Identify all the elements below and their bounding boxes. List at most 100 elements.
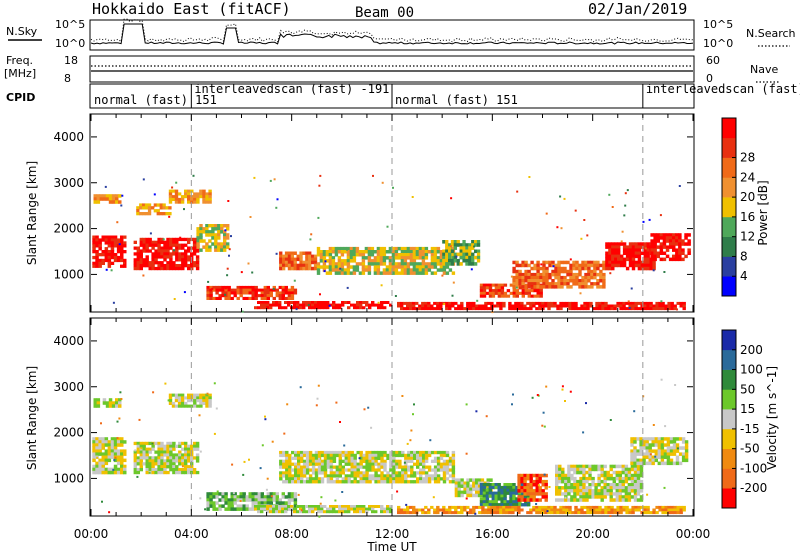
heatmap-cell — [542, 275, 546, 280]
heatmap-cell — [115, 404, 119, 408]
heatmap-cell — [595, 307, 599, 311]
heatmap-cell — [448, 480, 453, 484]
heatmap-cell — [665, 233, 670, 237]
heatmap-cell — [163, 444, 167, 448]
heatmap-cell — [603, 492, 607, 496]
heatmap-cell — [538, 304, 542, 308]
heatmap-cell — [105, 197, 110, 201]
heatmap-cell — [614, 248, 618, 252]
heatmap-cell — [445, 252, 449, 257]
heatmap-cell — [291, 462, 295, 466]
heatmap-cell — [386, 480, 390, 484]
heatmap-cell — [627, 495, 632, 499]
y-tick-label: 2000 — [53, 426, 84, 440]
heatmap-cell — [496, 304, 500, 308]
heatmap-cell — [279, 251, 283, 255]
heatmap-cell — [340, 265, 345, 269]
heatmap-cell — [403, 268, 408, 272]
heatmap-cell — [192, 240, 197, 244]
heatmap-cell — [123, 235, 127, 239]
heatmap-cell — [663, 486, 666, 489]
heatmap-cell — [631, 301, 635, 305]
heatmap-cell — [511, 307, 515, 311]
heatmap-cell — [254, 501, 258, 505]
heatmap-cell — [590, 275, 594, 280]
heatmap-cell — [184, 237, 188, 242]
heatmap-cell — [294, 474, 298, 478]
heatmap-cell — [548, 282, 552, 286]
heatmap-cell — [684, 446, 689, 450]
heatmap-cell — [620, 257, 624, 262]
heatmap-cell — [505, 505, 509, 509]
heatmap-cell — [491, 485, 495, 490]
heatmap-cell — [410, 459, 414, 463]
heatmap-cell — [285, 480, 289, 484]
heatmap-cell — [300, 459, 304, 463]
heatmap-cell — [475, 307, 479, 311]
heatmap-cell — [192, 252, 197, 256]
heatmap-cell — [479, 485, 484, 490]
heatmap-cell — [337, 262, 342, 266]
heatmap-cell — [527, 494, 531, 498]
heatmap-cell — [593, 275, 597, 280]
heatmap-cell — [233, 495, 237, 499]
heatmap-cell — [300, 465, 304, 469]
heatmap-cell — [151, 442, 154, 445]
heatmap-cell — [433, 480, 438, 484]
heatmap-cell — [101, 452, 105, 456]
heatmap-cell — [642, 437, 646, 441]
heatmap-cell — [349, 246, 354, 251]
heatmap-cell — [314, 301, 318, 304]
heatmap-cell — [439, 477, 444, 481]
heatmap-cell — [639, 461, 643, 466]
time-axis-ticks: 00:00 04:00 08:00 12:00 16:00 20:00 00:00 — [74, 527, 711, 541]
heatmap-cell — [157, 441, 161, 446]
heatmap-cell — [624, 498, 629, 502]
heatmap-cell — [529, 301, 533, 305]
heatmap-cell — [145, 261, 149, 265]
heatmap-cell — [343, 262, 348, 266]
colorbar-tick-label: -15 — [740, 422, 760, 436]
heatmap-cell — [637, 266, 642, 271]
heatmap-cell — [168, 396, 173, 400]
heatmap-cell — [515, 291, 519, 295]
heatmap-cell — [323, 270, 326, 273]
heatmap-cell — [418, 262, 423, 266]
heatmap-cell — [355, 268, 360, 272]
heatmap-cell — [394, 265, 399, 269]
heatmap-cell — [178, 462, 182, 466]
heatmap-cell — [657, 446, 661, 450]
heatmap-cell — [341, 491, 344, 493]
heatmap-cell — [154, 258, 158, 262]
heatmap-cell — [615, 498, 619, 502]
heatmap-cell — [302, 465, 307, 469]
heatmap-cell — [617, 251, 621, 255]
heatmap-cell — [433, 471, 438, 475]
heatmap-cell — [524, 263, 528, 268]
heatmap-cell — [227, 507, 231, 511]
heatmap-cell — [515, 500, 519, 504]
heatmap-cell — [388, 259, 393, 263]
heatmap-cell — [172, 453, 176, 457]
heatmap-cell — [533, 275, 537, 280]
heatmap-cell — [567, 473, 571, 478]
heatmap-cell — [430, 307, 434, 311]
heatmap-cell — [403, 246, 408, 251]
heatmap-cell — [679, 511, 683, 515]
heatmap-cell — [187, 189, 191, 193]
heatmap-cell — [591, 464, 595, 469]
heatmap-cell — [659, 245, 664, 249]
heatmap-cell — [469, 304, 473, 308]
heatmap-cell — [376, 250, 381, 254]
heatmap-cell — [636, 449, 640, 453]
heatmap-cell — [313, 254, 318, 259]
heatmap-cell — [644, 247, 647, 250]
heatmap-cell — [142, 237, 146, 242]
heatmap-cell — [192, 249, 197, 253]
heatmap-cell — [664, 508, 668, 512]
heatmap-cell — [286, 403, 289, 406]
heatmap-cell — [466, 301, 470, 305]
heatmap-cell — [494, 483, 498, 487]
heatmap-cell — [297, 465, 301, 469]
heatmap-cell — [582, 464, 586, 469]
